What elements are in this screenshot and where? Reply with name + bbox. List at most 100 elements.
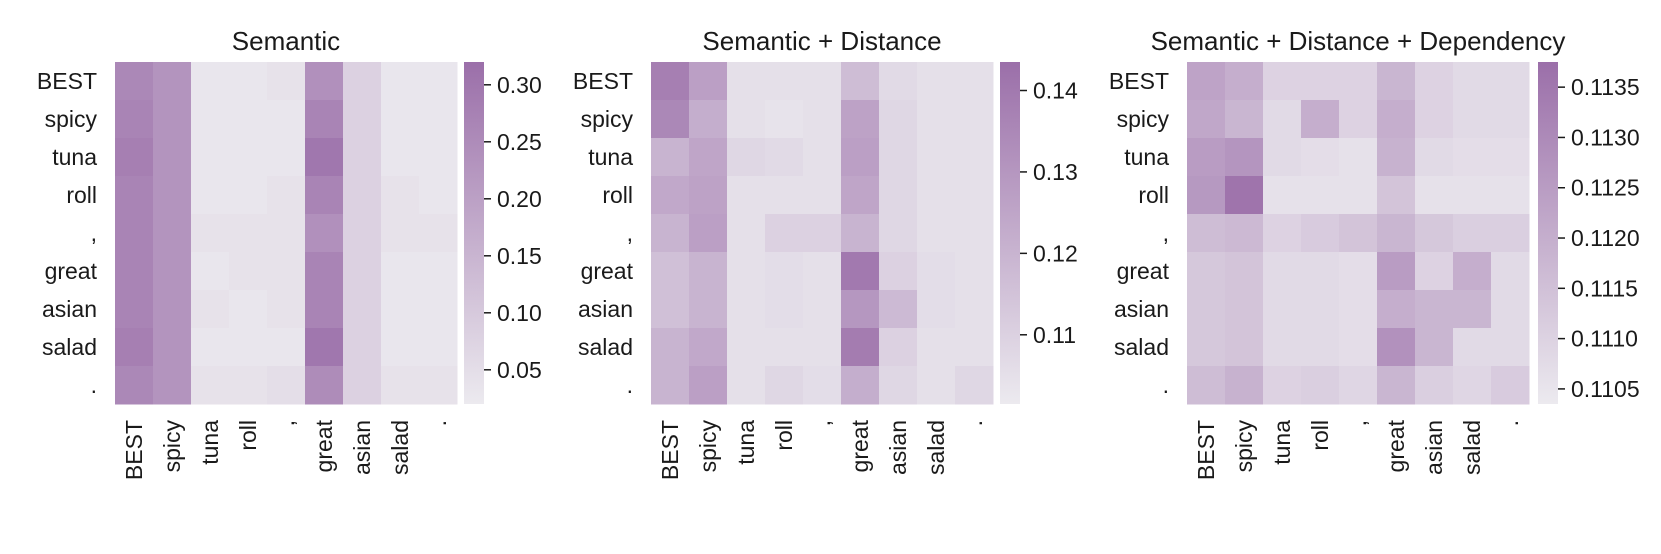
heatmap-cell [1225, 62, 1264, 101]
y-tick-label: BEST [1109, 68, 1169, 94]
y-tick-label: BEST [37, 68, 97, 94]
heatmap-cell [267, 366, 306, 405]
colorbar-tick-label: 0.12 [1033, 240, 1078, 266]
heatmap-cell [879, 366, 918, 405]
x-tick-label: great [1383, 419, 1409, 472]
heatmap-cell [1301, 252, 1340, 291]
heatmap-cell [841, 366, 880, 405]
heatmap-cell [1187, 252, 1226, 291]
heatmap-cell [879, 176, 918, 215]
x-tick-label: tuna [733, 420, 759, 465]
heatmap-cell [841, 328, 880, 367]
heatmap-cell [115, 100, 154, 139]
x-tick-label: tuna [1269, 420, 1295, 465]
heatmap-cell [153, 138, 192, 177]
y-tick-label: . [1163, 372, 1169, 398]
heatmap-cell [1453, 290, 1492, 329]
y-tick-label: great [45, 258, 98, 284]
heatmap-cell [727, 328, 766, 367]
heatmap-cell [1415, 290, 1454, 329]
heatmap-cell [1187, 328, 1226, 367]
heatmap-cell [381, 252, 420, 291]
heatmap-cell [917, 290, 956, 329]
heatmap-cell [419, 328, 458, 367]
x-tick-label: salad [923, 420, 949, 475]
heatmap-cell [803, 290, 842, 329]
heatmap-cell [689, 252, 728, 291]
heatmap-cell [1377, 62, 1416, 101]
heatmap-cell [1491, 328, 1530, 367]
heatmap-cell [419, 100, 458, 139]
heatmap-cell [1225, 366, 1264, 405]
heatmap-cell [115, 252, 154, 291]
heatmap-cell [1377, 214, 1416, 253]
heatmap-cell [727, 252, 766, 291]
colorbar-tick-label: 0.05 [497, 357, 542, 383]
heatmap-cell [651, 176, 690, 215]
y-tick-label: spicy [1117, 106, 1170, 132]
heatmap-cell [115, 290, 154, 329]
heatmap-cell [841, 176, 880, 215]
heatmap-cell [879, 290, 918, 329]
x-tick-label: spicy [695, 420, 721, 473]
heatmap-cell [651, 328, 690, 367]
heatmap-cell [1491, 176, 1530, 215]
heatmap-cell [803, 366, 842, 405]
heatmap-cell [1301, 138, 1340, 177]
heatmap-cell [305, 100, 344, 139]
colorbar-tick-label: 0.1125 [1571, 175, 1640, 201]
panel-title: Semantic + Distance + Dependency [1151, 26, 1566, 56]
heatmap-cell [381, 176, 420, 215]
heatmap-cell [153, 328, 192, 367]
heatmap-cell [803, 328, 842, 367]
heatmap-cell [305, 62, 344, 101]
colorbar-tick-label: 0.11 [1033, 322, 1076, 348]
heatmap-cell [651, 138, 690, 177]
heatmap-cell [727, 366, 766, 405]
y-tick-label: roll [602, 182, 633, 208]
heatmap-cell [1225, 176, 1264, 215]
colorbar-tick-label: 0.1105 [1571, 376, 1640, 402]
heatmap-cell [343, 176, 382, 215]
heatmap-cell [841, 214, 880, 253]
x-tick-label: BEST [657, 420, 683, 480]
x-tick-label: , [809, 420, 835, 426]
heatmap-cell [1263, 138, 1302, 177]
heatmap-cell [955, 138, 994, 177]
heatmap-cell [765, 328, 804, 367]
heatmap-cell [841, 138, 880, 177]
heatmap-cell [803, 138, 842, 177]
heatmap-cell [1453, 100, 1492, 139]
x-tick-label: spicy [159, 420, 185, 473]
colorbar-tick-label: 0.1130 [1571, 124, 1640, 150]
x-tick-label: . [1497, 420, 1523, 426]
heatmap-cell [1225, 138, 1264, 177]
heatmap-cell [191, 366, 230, 405]
heatmap-cell [727, 138, 766, 177]
heatmap-cell [191, 214, 230, 253]
heatmap-cell [229, 138, 268, 177]
heatmap-cell [1263, 252, 1302, 291]
y-tick-label: roll [1138, 182, 1169, 208]
heatmap-cell [651, 366, 690, 405]
heatmap-cell [191, 100, 230, 139]
heatmap-cell [1339, 100, 1378, 139]
heatmap-cell [1453, 366, 1492, 405]
colorbar-tick-label: 0.15 [497, 243, 542, 269]
heatmap-cell [841, 252, 880, 291]
heatmap-cell [153, 100, 192, 139]
heatmap-panel-2: Semantic + Distance BEST spicy tuna roll, gre… [573, 26, 1078, 480]
heatmap-cell [419, 176, 458, 215]
x-tick-label: roll [771, 420, 797, 451]
heatmap-cell [419, 138, 458, 177]
y-tick-label: salad [1114, 334, 1169, 360]
heatmap-cell [727, 214, 766, 253]
heatmap-cell [343, 214, 382, 253]
x-tick-label: tuna [197, 420, 223, 465]
heatmap-cell [689, 366, 728, 405]
heatmap-cell [803, 252, 842, 291]
heatmap-cell [305, 214, 344, 253]
heatmap-cell [305, 138, 344, 177]
heatmap-cell [191, 290, 230, 329]
